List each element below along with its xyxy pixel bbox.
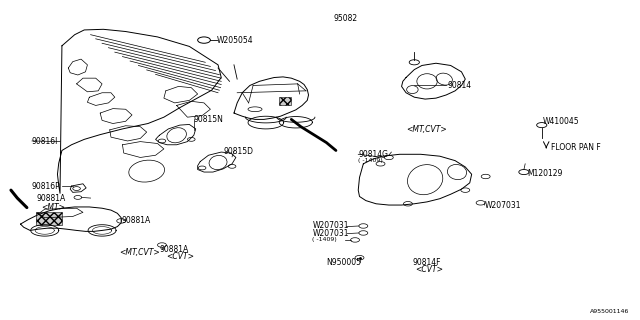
Polygon shape — [278, 97, 291, 105]
Text: W207031: W207031 — [312, 229, 349, 238]
Text: W207031: W207031 — [484, 201, 521, 210]
Text: ( -1409): ( -1409) — [358, 158, 383, 163]
Text: W205054: W205054 — [217, 36, 253, 44]
Text: 90814F: 90814F — [412, 258, 441, 267]
Text: N950005: N950005 — [326, 258, 362, 267]
Text: W207031: W207031 — [312, 220, 349, 229]
Text: 90815N: 90815N — [194, 115, 224, 124]
Text: <MT,CVT>: <MT,CVT> — [406, 125, 447, 134]
Text: 90814G: 90814G — [358, 150, 388, 159]
Text: <MT,CVT>: <MT,CVT> — [119, 248, 160, 257]
Text: 95082: 95082 — [333, 14, 358, 23]
Text: 90881A: 90881A — [121, 216, 150, 225]
Text: 90816I: 90816I — [32, 137, 58, 146]
Text: W410045: W410045 — [543, 117, 580, 126]
Text: M120129: M120129 — [527, 169, 563, 178]
Text: 90816P: 90816P — [32, 181, 61, 190]
Text: 90881A: 90881A — [36, 194, 66, 203]
Text: FLOOR PAN F: FLOOR PAN F — [550, 143, 600, 152]
Polygon shape — [36, 212, 62, 225]
Text: 90815D: 90815D — [223, 147, 253, 156]
Text: <MT>: <MT> — [41, 203, 65, 212]
Text: 90814: 90814 — [447, 81, 472, 90]
Text: <CVT>: <CVT> — [166, 252, 194, 261]
Text: A955001146: A955001146 — [589, 309, 629, 314]
Text: 90881A: 90881A — [159, 245, 189, 254]
Text: <CVT>: <CVT> — [415, 265, 444, 274]
Text: ( -1409): ( -1409) — [312, 237, 337, 243]
